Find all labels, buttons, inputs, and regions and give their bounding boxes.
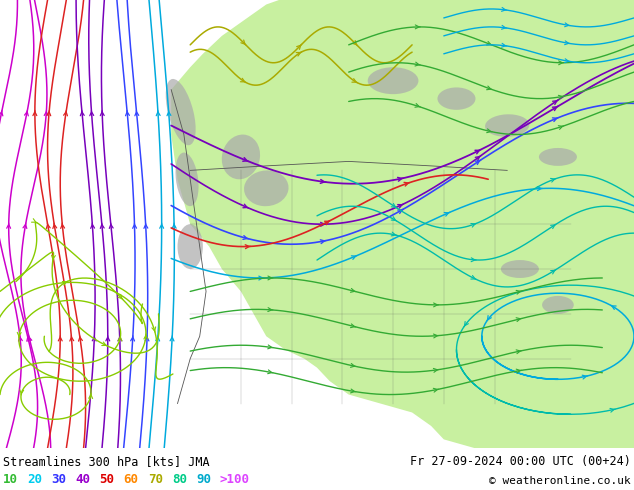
Text: 20: 20 — [27, 473, 42, 486]
Ellipse shape — [178, 224, 203, 269]
Ellipse shape — [222, 135, 260, 179]
Ellipse shape — [437, 87, 476, 110]
Text: 50: 50 — [100, 473, 115, 486]
Ellipse shape — [501, 260, 539, 278]
Ellipse shape — [176, 152, 198, 206]
Text: 40: 40 — [75, 473, 91, 486]
Text: 80: 80 — [172, 473, 187, 486]
Text: 30: 30 — [51, 473, 67, 486]
Ellipse shape — [485, 114, 529, 137]
Ellipse shape — [539, 148, 577, 166]
Ellipse shape — [244, 171, 288, 206]
Ellipse shape — [165, 79, 196, 145]
Text: >100: >100 — [220, 473, 250, 486]
Ellipse shape — [368, 67, 418, 94]
Text: 10: 10 — [3, 473, 18, 486]
Text: 90: 90 — [196, 473, 211, 486]
Polygon shape — [171, 0, 634, 448]
Polygon shape — [349, 0, 634, 112]
Text: 70: 70 — [148, 473, 163, 486]
Text: 60: 60 — [124, 473, 139, 486]
Text: © weatheronline.co.uk: © weatheronline.co.uk — [489, 476, 631, 486]
Text: Streamlines 300 hPa [kts] JMA: Streamlines 300 hPa [kts] JMA — [3, 455, 210, 467]
Ellipse shape — [542, 296, 574, 314]
Text: Fr 27-09-2024 00:00 UTC (00+24): Fr 27-09-2024 00:00 UTC (00+24) — [410, 455, 631, 467]
